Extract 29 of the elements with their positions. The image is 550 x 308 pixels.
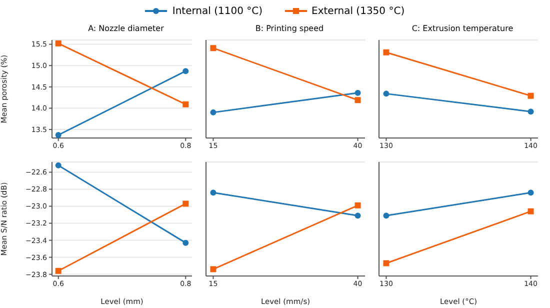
point (210, 266, 216, 272)
point (528, 190, 534, 196)
point (182, 101, 189, 108)
point (55, 40, 62, 46)
point (182, 68, 189, 74)
legend-label: Internal (1100 °C) (172, 6, 263, 16)
point (354, 212, 361, 219)
point (182, 200, 189, 207)
point (383, 49, 390, 56)
point (383, 212, 390, 219)
chart-title: B: Printing speed (254, 24, 325, 33)
point (55, 132, 62, 138)
point (354, 202, 361, 208)
point (528, 92, 534, 99)
point (210, 190, 216, 196)
legend-label: External (1350 °C) (312, 6, 405, 16)
point (383, 90, 390, 97)
point (354, 97, 361, 104)
point (210, 109, 216, 116)
point (528, 208, 534, 214)
point (210, 45, 216, 52)
chart-title: C: Extrusion temperature (410, 24, 514, 33)
point (182, 240, 189, 246)
point (383, 260, 390, 266)
point (55, 268, 62, 274)
point (354, 90, 361, 96)
point (55, 162, 62, 168)
point (528, 108, 534, 115)
chart-title: A: Nozzle diameter (87, 24, 165, 33)
